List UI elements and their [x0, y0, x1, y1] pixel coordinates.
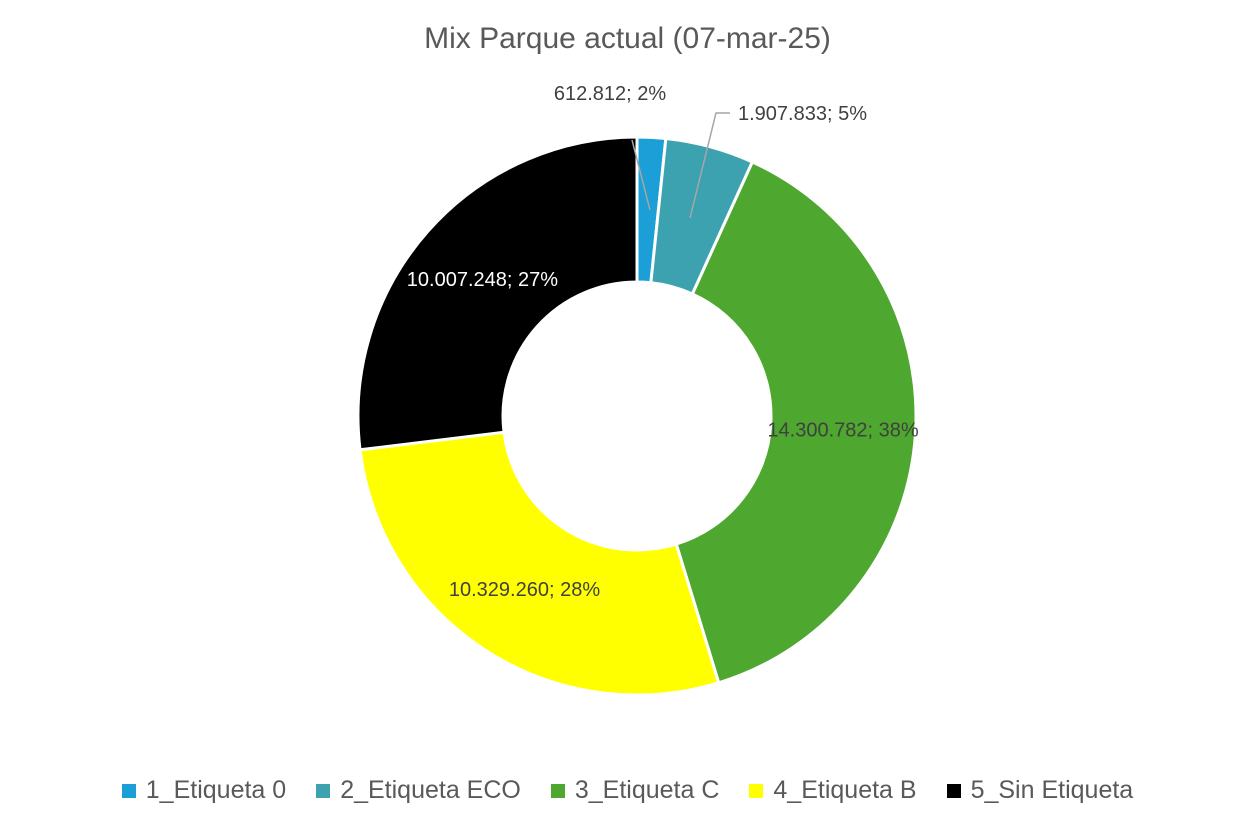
- legend: 1_Etiqueta 0 2_Etiqueta ECO 3_Etiqueta C 4_…: [0, 776, 1255, 805]
- legend-label: 5_Sin Etiqueta: [970, 776, 1134, 804]
- slices-group: [356, 135, 918, 697]
- legend-swatch: [550, 783, 565, 798]
- legend-swatch: [749, 783, 764, 798]
- chart-title: Mix Parque actual (07-mar-25): [424, 22, 831, 55]
- leader-line-2-etiqueta-eco: [689, 112, 730, 219]
- legend-item-1-etiqueta-0: 1_Etiqueta 0: [121, 776, 287, 805]
- legend-item-4-etiqueta-b: 4_Etiqueta B: [749, 776, 917, 805]
- legend-label: 3_Etiqueta C: [574, 776, 720, 804]
- legend-item-5-sin-etiqueta: 5_Sin Etiqueta: [946, 776, 1134, 805]
- legend-label: 2_Etiqueta ECO: [340, 776, 521, 804]
- data-label-2-etiqueta-eco: 1.907.833; 5%: [738, 103, 867, 125]
- data-label-4-etiqueta-b: 10.329.260; 28%: [449, 579, 600, 601]
- slice-5-sin-etiqueta: [356, 135, 639, 452]
- leader-line-1-etiqueta-0: [631, 139, 651, 211]
- data-label-3-etiqueta-c: 14.300.782; 38%: [767, 419, 918, 441]
- legend-swatch: [316, 783, 331, 798]
- data-labels-group: 612.812; 2% 1.907.833; 5% 14.300.782; 38% 1…: [407, 83, 919, 601]
- legend-item-3-etiqueta-c: 3_Etiqueta C: [550, 776, 720, 805]
- slice-3-etiqueta-c: [674, 159, 918, 685]
- legend-label: 4_Etiqueta B: [773, 776, 917, 804]
- legend-item-2-etiqueta-eco: 2_Etiqueta ECO: [316, 776, 521, 805]
- leader-lines-group: [631, 112, 730, 219]
- legend-label: 1_Etiqueta 0: [145, 776, 287, 804]
- data-label-1-etiqueta-0: 612.812; 2%: [554, 83, 667, 105]
- legend-swatch: [946, 783, 961, 798]
- legend-swatch: [121, 783, 136, 798]
- slice-4-etiqueta-b: [358, 430, 721, 697]
- data-label-5-sin-etiqueta: 10.007.248; 27%: [407, 269, 558, 291]
